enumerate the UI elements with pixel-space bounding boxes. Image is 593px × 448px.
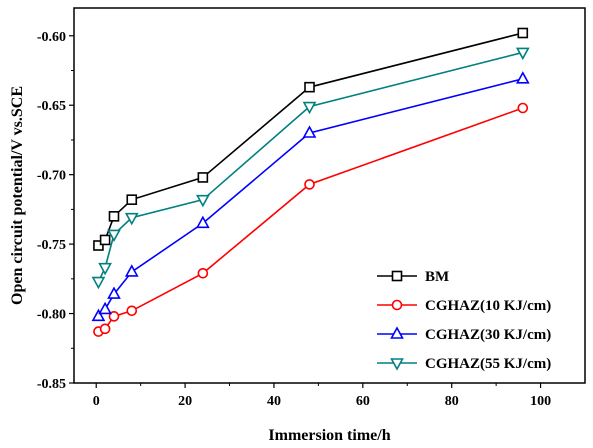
series-line	[97, 78, 523, 317]
data-point	[124, 212, 139, 226]
x-tick-label: 80	[445, 394, 459, 409]
y-axis: -0.85 -0.80 -0.75 -0.70 -0.65 -0.60	[37, 30, 74, 392]
y-tick-label: -0.65	[37, 99, 66, 114]
series-3	[91, 71, 530, 322]
series-line	[97, 32, 523, 247]
legend-marker	[391, 270, 403, 282]
y-tick-label: -0.75	[37, 238, 66, 253]
data-point	[197, 172, 209, 183]
data-point	[197, 267, 209, 279]
plot-frame	[73, 7, 586, 384]
legend-entry: BM	[377, 269, 449, 285]
data-point	[126, 194, 138, 205]
data-point	[107, 286, 121, 299]
data-point	[98, 262, 112, 276]
y-tick-label: -0.70	[37, 169, 66, 184]
data-point	[517, 27, 529, 39]
data-point	[196, 194, 210, 208]
data-point	[304, 179, 315, 190]
legend-label: BM	[425, 269, 449, 285]
y-axis-title: Open circuit potential/V vs.SCE	[9, 86, 26, 305]
series-layer	[91, 27, 530, 337]
data-point	[98, 301, 112, 315]
legend-marker	[391, 299, 403, 311]
data-point	[99, 323, 111, 335]
data-point	[124, 264, 139, 277]
series-1	[93, 27, 529, 251]
legend-entry: CGHAZ(55 KJ/cm)	[377, 356, 551, 372]
x-tick-label: 60	[356, 394, 370, 409]
data-point	[126, 305, 138, 317]
legend-label: CGHAZ(30 KJ/cm)	[425, 327, 551, 343]
data-point	[93, 240, 104, 251]
x-tick-label: 100	[530, 394, 551, 409]
y-tick-label: -0.85	[37, 377, 66, 392]
data-point	[515, 47, 530, 61]
legend-entry: CGHAZ(30 KJ/cm)	[377, 326, 551, 343]
data-point	[196, 215, 210, 229]
data-point	[91, 276, 106, 290]
x-tick-label: 20	[178, 394, 192, 409]
x-axis-title: Immersion time/h	[268, 427, 390, 444]
series-4	[91, 47, 530, 290]
series-2	[93, 102, 529, 337]
data-point	[517, 102, 529, 114]
legend-label: CGHAZ(55 KJ/cm)	[425, 356, 551, 372]
legend-label: CGHAZ(10 KJ/cm)	[425, 298, 551, 314]
data-point	[108, 211, 120, 222]
data-point	[107, 229, 121, 243]
x-tick-label: 0	[93, 394, 100, 409]
data-point	[302, 101, 317, 115]
legend-marker	[390, 358, 404, 371]
legend-entry: CGHAZ(10 KJ/cm)	[377, 298, 551, 314]
legend-marker	[390, 326, 404, 339]
x-axis: 0 20 40 60 80 100	[93, 383, 551, 409]
legend: BM CGHAZ(10 KJ/cm) CGHAZ(30 KJ/cm) CGHAZ(55…	[377, 269, 551, 372]
data-point	[304, 81, 315, 93]
y-tick-label: -0.60	[37, 30, 66, 45]
data-point	[302, 125, 317, 138]
data-point	[515, 71, 530, 84]
data-point	[99, 234, 111, 246]
x-tick-label: 40	[267, 394, 281, 409]
y-tick-label: -0.80	[37, 308, 66, 323]
data-point	[91, 308, 106, 322]
